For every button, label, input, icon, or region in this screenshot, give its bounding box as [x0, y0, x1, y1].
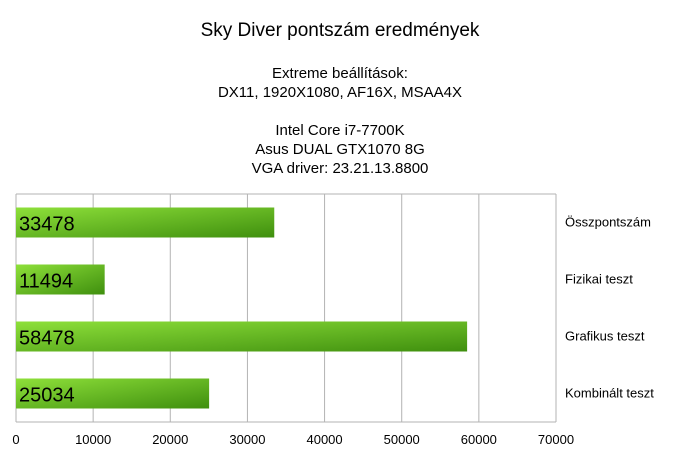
bar — [16, 378, 210, 409]
x-tick-label: 50000 — [384, 432, 420, 447]
bar-value-label: 33478 — [19, 214, 75, 236]
x-tick-label: 30000 — [229, 432, 265, 447]
category-label: Grafikus teszt — [565, 329, 645, 344]
category-label: Kombinált teszt — [565, 386, 654, 401]
x-tick-label: 60000 — [461, 432, 497, 447]
bar-value-label: 58478 — [19, 328, 75, 350]
bar — [16, 207, 275, 238]
x-tick-label: 20000 — [152, 432, 188, 447]
x-tick-label: 10000 — [75, 432, 111, 447]
category-label: Fizikai teszt — [565, 272, 633, 287]
category-label: Összpontszám — [565, 215, 651, 230]
bar-value-label: 25034 — [19, 385, 75, 407]
subtitle-line-1: Extreme beállítások: — [272, 65, 408, 82]
x-tick-label: 70000 — [538, 432, 574, 447]
bar-value-label: 11494 — [19, 271, 73, 293]
subtitle-line-5: VGA driver: 23.21.13.8800 — [251, 160, 429, 177]
subtitle-line-4: Asus DUAL GTX1070 8G — [255, 141, 425, 158]
x-axis: 0 10000 20000 30000 40000 50000 60000 70000 — [12, 432, 574, 447]
chart-title: Sky Diver pontszám eredmények — [200, 20, 480, 41]
bar — [16, 321, 468, 352]
bars: 33478 11494 58478 25034 — [16, 207, 468, 409]
x-tick-label: 0 — [12, 432, 19, 447]
subtitle-line-2: DX11, 1920X1080, AF16X, MSAA4X — [217, 84, 463, 101]
bar — [16, 264, 105, 295]
x-tick-label: 40000 — [306, 432, 342, 447]
category-labels: Összpontszám Fizikai teszt Grafikus teszt K… — [565, 215, 654, 401]
subtitle-line-3: Intel Core i7-7700K — [275, 122, 405, 139]
